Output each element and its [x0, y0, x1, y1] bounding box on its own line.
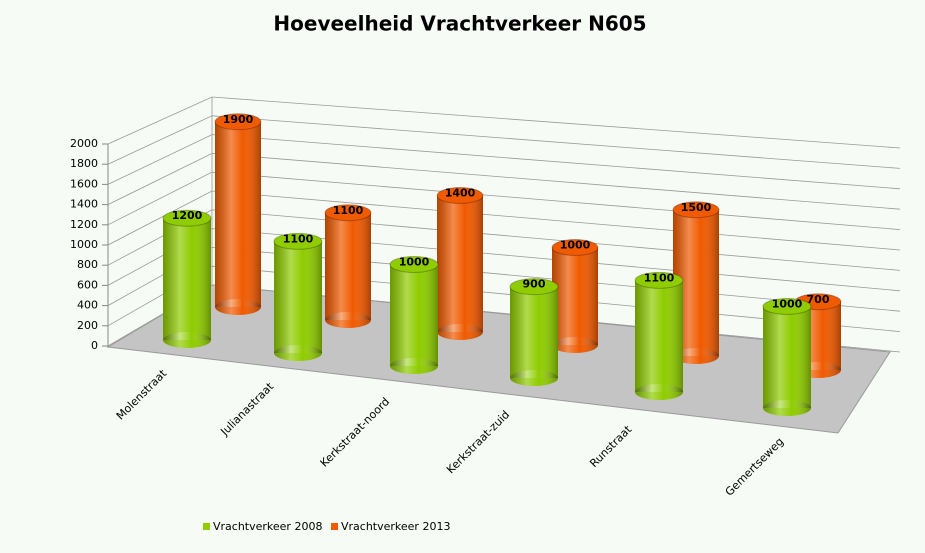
bar-shade: [763, 306, 811, 408]
value-label: 1100: [283, 232, 314, 245]
bar-shade: [635, 280, 683, 392]
cylinder-top: [273, 232, 323, 250]
value-label: 1400: [445, 187, 476, 200]
bar-shade: [437, 195, 483, 332]
value-label: 1100: [333, 204, 364, 217]
bar-shade: [390, 264, 438, 366]
y-tick-label: 1200: [70, 218, 98, 231]
grid-line: [107, 152, 901, 210]
value-label: 1900: [223, 113, 254, 126]
bar-shade: [215, 121, 261, 307]
y-tick-label: 200: [77, 319, 98, 332]
cylinder-top: [672, 201, 720, 219]
grid-line: [107, 96, 901, 149]
chart-title: Hoeveelheid Vrachtverkeer N605: [273, 12, 646, 36]
y-tick-label: 1000: [70, 238, 98, 251]
y-tick-label: 1600: [70, 177, 98, 190]
grid-line: [107, 115, 901, 169]
value-label: 1000: [399, 256, 430, 269]
bar-shade: [163, 218, 211, 340]
cylinder-top: [436, 187, 484, 204]
value-label: 1500: [681, 201, 712, 214]
cylinder-top: [214, 113, 262, 131]
legend-label: Vrachtverkeer 2013: [341, 520, 450, 533]
y-tick-label: 0: [91, 339, 98, 352]
grid-line: [107, 228, 901, 292]
y-tick-label: 2000: [70, 137, 98, 150]
grid-line: [107, 171, 901, 230]
bar-shade: [274, 241, 322, 353]
value-label: 1000: [772, 298, 803, 311]
y-tick-label: 1400: [70, 198, 98, 211]
y-tick-label: 400: [77, 299, 98, 312]
bar-shade: [325, 212, 371, 320]
value-label: 900: [523, 278, 546, 291]
cylinder-top: [509, 278, 559, 296]
y-tick-label: 800: [77, 258, 98, 271]
grid-line: [107, 134, 901, 190]
bar-shade: [510, 286, 558, 378]
legend-swatch: [203, 523, 210, 530]
cylinder-top: [551, 239, 599, 256]
bar-shade: [552, 247, 598, 345]
y-tick-label: 1800: [70, 157, 98, 170]
cylinder-top: [389, 256, 439, 273]
value-label: 1100: [644, 271, 675, 284]
value-label: 1200: [172, 209, 203, 222]
cylinder-top: [634, 271, 684, 289]
cylinder-top: [162, 209, 212, 227]
value-label: 1000: [560, 239, 591, 252]
y-tick-label: 600: [77, 278, 98, 291]
value-label: 700: [807, 293, 830, 306]
cylinder-top: [762, 298, 812, 315]
legend-label: Vrachtverkeer 2008: [213, 520, 322, 533]
legend-swatch: [331, 523, 338, 530]
cylinder-top: [324, 204, 372, 222]
grid-line: [107, 209, 901, 271]
grid-line: [107, 190, 901, 251]
